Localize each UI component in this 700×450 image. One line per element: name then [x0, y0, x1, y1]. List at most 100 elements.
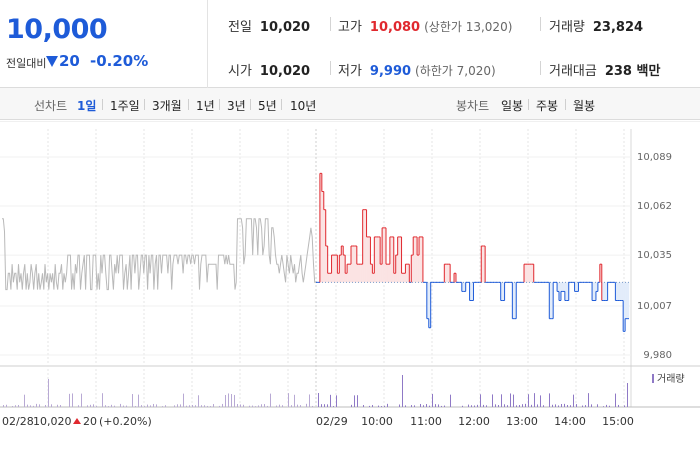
- volume-bar: [258, 405, 259, 407]
- volume-bar: [330, 394, 331, 407]
- volume-bar: [57, 404, 58, 407]
- divider: [219, 99, 220, 110]
- x-axis: 02/28 10,020 20 (+0.20%) 02/29 10:00 11:00 12:0…: [2, 415, 634, 428]
- series-fill: [327, 273, 330, 283]
- volume-bar: [603, 406, 604, 407]
- volume-bar: [609, 405, 610, 407]
- volume-bar: [228, 393, 229, 407]
- up-triangle-icon: [73, 418, 81, 424]
- low-label: 저가: [338, 64, 362, 79]
- series-fill: [407, 264, 410, 283]
- volume-bar: [294, 394, 295, 407]
- open-value: 10,020: [259, 64, 311, 79]
- series-fill: [564, 282, 567, 301]
- volume-bar: [378, 405, 379, 407]
- price-chart[interactable]: 10,089 10,062 10,035 10,007 9,980 거래량 02/28 1…: [0, 121, 700, 450]
- volume-bar: [123, 405, 124, 407]
- prev-day-change-pct: (+0.20%): [99, 415, 152, 428]
- volume-bar: [321, 404, 322, 407]
- volume-bar: [108, 406, 109, 407]
- volume-bar: [327, 404, 328, 407]
- volume-bar: [558, 405, 559, 407]
- period-5y[interactable]: 5년: [258, 99, 277, 113]
- volume-bar: [492, 394, 493, 407]
- volume-bar: [51, 404, 52, 407]
- series-fill: [551, 282, 554, 319]
- volume-bar: [219, 405, 220, 407]
- series-fill: [625, 282, 628, 319]
- series-fill: [374, 236, 377, 283]
- period-1y[interactable]: 1년: [196, 99, 215, 113]
- volume-bar: [486, 405, 487, 407]
- volume-bar: [261, 404, 262, 407]
- volume-bar: [426, 404, 427, 407]
- series-fill: [360, 264, 363, 283]
- volume-bar: [516, 405, 517, 407]
- candle-monthly[interactable]: 월봉: [573, 99, 596, 113]
- series-fill: [372, 273, 375, 283]
- volume-bar: [540, 395, 541, 407]
- volume-bar: [357, 395, 358, 407]
- x-tick-label: 14:00: [554, 415, 586, 428]
- candle-weekly[interactable]: 주봉: [536, 99, 559, 113]
- period-10y[interactable]: 10년: [290, 99, 317, 113]
- volume-bar: [333, 406, 334, 407]
- volume-bar: [471, 405, 472, 407]
- volume-bar: [519, 405, 520, 407]
- series-fill: [560, 282, 564, 292]
- trade-value-value: 238 백만: [604, 64, 661, 79]
- divider: [540, 17, 541, 31]
- volume-bar: [126, 405, 127, 407]
- series-fill: [557, 282, 560, 292]
- volume-bars: 거래량: [3, 373, 685, 407]
- candle-chart-label: 봉차트: [456, 99, 490, 113]
- volume-bar: [318, 393, 319, 407]
- volume-bar: [291, 405, 292, 407]
- volume-legend-swatch: [652, 374, 654, 383]
- series-fill: [417, 255, 420, 283]
- divider: [330, 61, 331, 75]
- series-fill: [514, 282, 517, 319]
- series-fill: [627, 282, 630, 319]
- period-1d[interactable]: 1일: [77, 99, 97, 113]
- change-amount: 20: [59, 52, 80, 70]
- series-fill: [576, 282, 579, 292]
- prev-day-change: 20: [83, 415, 97, 428]
- volume-bar: [243, 404, 244, 407]
- period-1w[interactable]: 1주일: [110, 99, 140, 113]
- volume-bar: [468, 404, 469, 407]
- volume-bar: [585, 405, 586, 407]
- divider: [330, 17, 331, 31]
- volume-bar: [120, 403, 121, 407]
- series-fill: [559, 282, 562, 301]
- volume-bar: [93, 404, 94, 407]
- period-3m[interactable]: 3개월: [152, 99, 182, 113]
- series-fill: [595, 282, 599, 292]
- series-fill: [562, 282, 566, 292]
- current-price: 10,000: [6, 14, 108, 45]
- volume-bar: [570, 405, 571, 407]
- series-fill: [594, 282, 597, 301]
- y-tick-label: 10,007: [637, 301, 672, 312]
- y-axis: 10,089 10,062 10,035 10,007 9,980: [637, 152, 672, 361]
- volume-bar: [237, 404, 238, 407]
- series-fill: [619, 282, 622, 301]
- volume-bar: [483, 404, 484, 407]
- series-fill: [401, 273, 404, 283]
- volume-bar: [501, 394, 502, 407]
- volume-bar: [144, 406, 145, 407]
- volume-bar: [549, 393, 550, 407]
- series-fill: [603, 282, 606, 301]
- volume-bar: [33, 405, 34, 407]
- candle-daily[interactable]: 일봉: [501, 99, 524, 113]
- series-fill: [339, 255, 342, 283]
- volume-bar: [192, 405, 193, 407]
- volume-bar: [201, 405, 202, 407]
- change-label: 전일대비: [6, 57, 47, 70]
- period-3y[interactable]: 3년: [227, 99, 246, 113]
- volume-bar: [96, 405, 97, 407]
- series-fill: [352, 246, 356, 283]
- volume-bar: [225, 394, 226, 407]
- volume-bar: [78, 405, 79, 407]
